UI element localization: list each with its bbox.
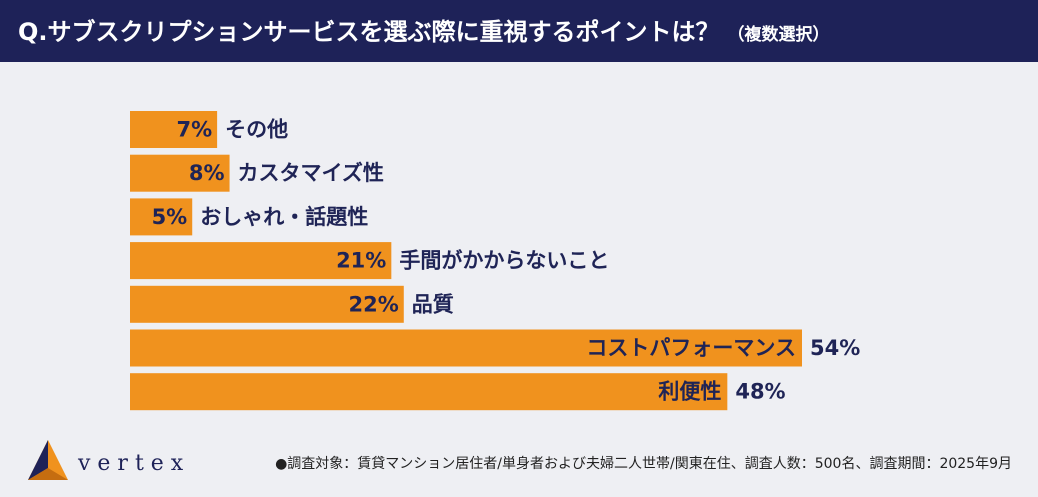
value-label: 54% [810, 336, 860, 360]
bar [130, 111, 218, 148]
bar [130, 154, 230, 192]
category-label: その他 [225, 118, 288, 142]
category-label: おしゃれ・話題性 [200, 205, 368, 229]
category-label: コストパフォーマンス [586, 336, 796, 360]
value-label: 7% [176, 118, 212, 142]
header-band [0, 0, 1038, 62]
brand: v e r t e x [77, 451, 184, 476]
category-label: カスタマイズ性 [238, 161, 384, 185]
value-label: 21% [336, 249, 386, 273]
logo [28, 440, 68, 480]
value-label: 5% [152, 205, 188, 229]
bar [130, 198, 193, 236]
value-label: 22% [349, 292, 399, 316]
note: ●調査対象：賃貸マンション居住者/単身者および夫婦二人世帯/関東在住、調査人数：… [275, 455, 1012, 472]
value-label: 8% [189, 161, 225, 185]
chart-subtitle: （複数選択） [728, 24, 830, 45]
bar [130, 242, 392, 280]
chart-title: Q.サブスクリプションサービスを選ぶ際に重視するポイントは？ [18, 18, 720, 46]
category-label: 手間がかからないこと [399, 249, 609, 273]
category-label: 品質 [412, 292, 454, 316]
value-label: 48% [735, 380, 785, 404]
bar [130, 329, 802, 367]
bar [130, 373, 728, 411]
bar [130, 285, 404, 323]
category-label: 利便性 [658, 380, 721, 404]
